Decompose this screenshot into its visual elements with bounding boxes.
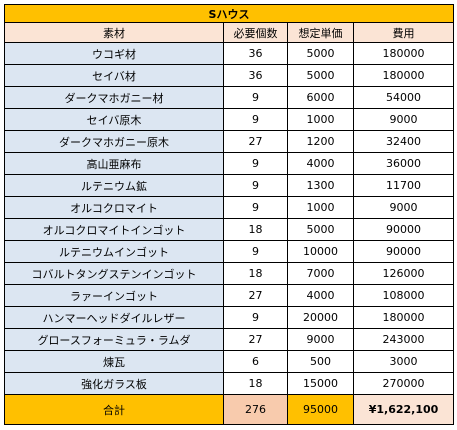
material-cell[interactable]: 強化ガラス板: [4, 372, 224, 395]
table-row: 強化ガラス板 18 15000 270000: [4, 372, 454, 395]
count-cell[interactable]: 9: [223, 196, 288, 219]
table-row: ダークマホガニー原木 27 1200 32400: [4, 130, 454, 153]
count-cell[interactable]: 9: [223, 108, 288, 131]
total-price[interactable]: 95000: [287, 394, 354, 425]
table-row: ハンマーヘッドダイルレザー 9 20000 180000: [4, 306, 454, 329]
cost-cell[interactable]: 36000: [353, 152, 454, 175]
sheet-title[interactable]: Sハウス: [4, 4, 454, 23]
cost-cell[interactable]: 108000: [353, 284, 454, 307]
cost-cell[interactable]: 180000: [353, 64, 454, 87]
count-cell[interactable]: 18: [223, 262, 288, 285]
material-cell[interactable]: ウコギ材: [4, 42, 224, 65]
total-row: 合計 276 95000 ¥1,622,100: [4, 394, 454, 425]
material-cell[interactable]: ルテニウム鉱: [4, 174, 224, 197]
count-cell[interactable]: 9: [223, 152, 288, 175]
price-cell[interactable]: 1200: [287, 130, 354, 153]
material-cell[interactable]: 高山亜麻布: [4, 152, 224, 175]
cost-cell[interactable]: 180000: [353, 306, 454, 329]
cost-cell[interactable]: 9000: [353, 108, 454, 131]
header-row: 素材 必要個数 想定単価 費用: [4, 22, 454, 43]
material-cell[interactable]: セイバ原木: [4, 108, 224, 131]
count-cell[interactable]: 36: [223, 42, 288, 65]
cost-cell[interactable]: 126000: [353, 262, 454, 285]
table-row: 煉瓦 6 500 3000: [4, 350, 454, 373]
table-row: ウコギ材 36 5000 180000: [4, 42, 454, 65]
price-cell[interactable]: 10000: [287, 240, 354, 263]
price-cell[interactable]: 5000: [287, 42, 354, 65]
material-cell[interactable]: ラァーインゴット: [4, 284, 224, 307]
table-row: ダークマホガニー材 9 6000 54000: [4, 86, 454, 109]
count-cell[interactable]: 9: [223, 306, 288, 329]
table-row: セイバ材 36 5000 180000: [4, 64, 454, 87]
price-cell[interactable]: 7000: [287, 262, 354, 285]
cost-cell[interactable]: 90000: [353, 240, 454, 263]
count-cell[interactable]: 27: [223, 130, 288, 153]
count-cell[interactable]: 36: [223, 64, 288, 87]
cost-cell[interactable]: 9000: [353, 196, 454, 219]
table-row: オルコクロマイトインゴット 18 5000 90000: [4, 218, 454, 241]
table-row: オルコクロマイト 9 1000 9000: [4, 196, 454, 219]
count-cell[interactable]: 9: [223, 174, 288, 197]
table-row: セイバ原木 9 1000 9000: [4, 108, 454, 131]
price-cell[interactable]: 1000: [287, 108, 354, 131]
table-row: ルテニウム鉱 9 1300 11700: [4, 174, 454, 197]
material-cell[interactable]: グロースフォーミュラ・ラムダ: [4, 328, 224, 351]
material-cell[interactable]: 煉瓦: [4, 350, 224, 373]
count-cell[interactable]: 27: [223, 284, 288, 307]
price-cell[interactable]: 1000: [287, 196, 354, 219]
material-cell[interactable]: ダークマホガニー原木: [4, 130, 224, 153]
cost-cell[interactable]: 3000: [353, 350, 454, 373]
count-cell[interactable]: 18: [223, 372, 288, 395]
material-cell[interactable]: ルテニウムインゴット: [4, 240, 224, 263]
table-row: ルテニウムインゴット 9 10000 90000: [4, 240, 454, 263]
cost-cell[interactable]: 11700: [353, 174, 454, 197]
material-cell[interactable]: オルコクロマイトインゴット: [4, 218, 224, 241]
title-row: Sハウス: [4, 4, 454, 23]
price-cell[interactable]: 500: [287, 350, 354, 373]
table-row: 高山亜麻布 9 4000 36000: [4, 152, 454, 175]
cost-cell[interactable]: 32400: [353, 130, 454, 153]
price-cell[interactable]: 4000: [287, 152, 354, 175]
cost-cell[interactable]: 180000: [353, 42, 454, 65]
price-cell[interactable]: 15000: [287, 372, 354, 395]
header-cost[interactable]: 費用: [353, 22, 454, 43]
price-cell[interactable]: 20000: [287, 306, 354, 329]
materials-cost-table: Sハウス 素材 必要個数 想定単価 費用 ウコギ材 36 5000 180000 セイバ…: [4, 4, 454, 425]
total-label[interactable]: 合計: [4, 394, 224, 425]
material-cell[interactable]: コバルトタングステンインゴット: [4, 262, 224, 285]
material-cell[interactable]: ダークマホガニー材: [4, 86, 224, 109]
count-cell[interactable]: 18: [223, 218, 288, 241]
price-cell[interactable]: 9000: [287, 328, 354, 351]
cost-cell[interactable]: 243000: [353, 328, 454, 351]
header-required-count[interactable]: 必要個数: [223, 22, 288, 43]
count-cell[interactable]: 6: [223, 350, 288, 373]
header-unit-price[interactable]: 想定単価: [287, 22, 354, 43]
price-cell[interactable]: 6000: [287, 86, 354, 109]
total-cost[interactable]: ¥1,622,100: [353, 394, 454, 425]
price-cell[interactable]: 1300: [287, 174, 354, 197]
material-cell[interactable]: ハンマーヘッドダイルレザー: [4, 306, 224, 329]
cost-cell[interactable]: 270000: [353, 372, 454, 395]
cost-cell[interactable]: 54000: [353, 86, 454, 109]
table-row: グロースフォーミュラ・ラムダ 27 9000 243000: [4, 328, 454, 351]
count-cell[interactable]: 9: [223, 240, 288, 263]
price-cell[interactable]: 5000: [287, 64, 354, 87]
count-cell[interactable]: 27: [223, 328, 288, 351]
table-row: コバルトタングステンインゴット 18 7000 126000: [4, 262, 454, 285]
material-cell[interactable]: オルコクロマイト: [4, 196, 224, 219]
material-cell[interactable]: セイバ材: [4, 64, 224, 87]
count-cell[interactable]: 9: [223, 86, 288, 109]
total-count[interactable]: 276: [223, 394, 288, 425]
cost-cell[interactable]: 90000: [353, 218, 454, 241]
price-cell[interactable]: 5000: [287, 218, 354, 241]
header-material[interactable]: 素材: [4, 22, 224, 43]
price-cell[interactable]: 4000: [287, 284, 354, 307]
table-row: ラァーインゴット 27 4000 108000: [4, 284, 454, 307]
